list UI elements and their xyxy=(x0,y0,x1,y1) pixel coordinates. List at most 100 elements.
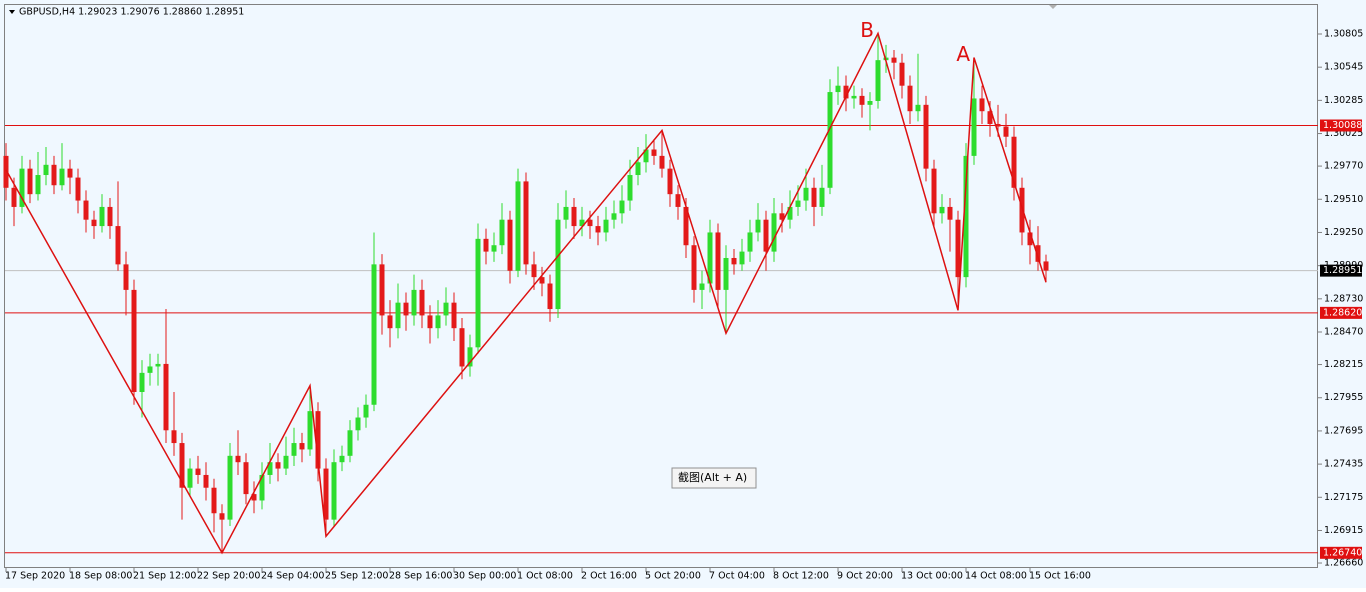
y-tick-label: 1.28470 xyxy=(1324,327,1363,338)
candle-body xyxy=(715,232,721,290)
candle-body xyxy=(803,187,809,201)
candle-body xyxy=(299,443,305,450)
candle-body xyxy=(691,245,697,290)
candle-body xyxy=(723,257,729,290)
candle-body xyxy=(203,474,209,488)
candle-body xyxy=(955,219,961,278)
x-tick-label: 1 Oct 08:00 xyxy=(517,571,573,582)
candle-body xyxy=(707,232,713,284)
candle-body xyxy=(683,206,689,246)
candle-body xyxy=(1003,126,1009,137)
current-price-label: 1.28951 xyxy=(1323,265,1362,276)
candle-body xyxy=(115,226,121,265)
candle-body xyxy=(523,181,529,265)
candle-body xyxy=(963,155,969,278)
candle-body xyxy=(195,468,201,475)
candle-body xyxy=(107,206,113,227)
level-label-box xyxy=(1320,306,1362,319)
candle-body xyxy=(243,462,249,495)
candle-body xyxy=(1027,232,1033,246)
candle-body xyxy=(995,123,1001,127)
candle-body xyxy=(651,149,657,156)
candle-body xyxy=(475,238,481,348)
y-tick-label: 1.29250 xyxy=(1324,227,1363,238)
candle-body xyxy=(227,455,233,520)
candle-body xyxy=(539,277,545,284)
candle-body xyxy=(555,219,561,310)
candle-body xyxy=(75,177,81,201)
candle-body xyxy=(923,104,929,169)
candle-body xyxy=(179,443,185,488)
current-price-box xyxy=(1320,264,1362,277)
candle-body xyxy=(355,417,361,431)
candle-body xyxy=(187,468,193,488)
candle-body xyxy=(547,283,553,310)
candle-body xyxy=(611,213,617,220)
candle-body xyxy=(587,219,593,227)
candle-body xyxy=(939,206,945,214)
x-tick-label: 7 Oct 04:00 xyxy=(709,571,765,582)
y-tick-label: 1.26915 xyxy=(1324,525,1363,536)
candle-body xyxy=(275,462,281,469)
candle-body xyxy=(43,164,49,176)
candle-body xyxy=(467,347,473,367)
y-tick-label: 1.27175 xyxy=(1324,492,1363,503)
candle-body xyxy=(619,200,625,214)
x-tick-label: 15 Oct 16:00 xyxy=(1029,571,1091,582)
candle-body xyxy=(811,187,817,207)
candle-body xyxy=(123,264,129,290)
y-tick-label: 1.27695 xyxy=(1324,425,1363,436)
candle-body xyxy=(731,257,737,265)
candle-body xyxy=(267,462,273,475)
candle-body xyxy=(499,219,505,246)
x-tick-label: 30 Sep 00:00 xyxy=(453,571,516,582)
candle-body xyxy=(739,251,745,265)
candle-body xyxy=(59,168,65,186)
menu-arrow[interactable] xyxy=(9,10,15,14)
y-tick-label: 1.30285 xyxy=(1324,95,1363,106)
candle-body xyxy=(291,443,297,456)
plot-border xyxy=(4,4,1318,568)
x-tick-label: 14 Oct 08:00 xyxy=(965,571,1027,582)
candle-body xyxy=(163,363,169,431)
candle-body xyxy=(283,455,289,469)
candle-body xyxy=(675,194,681,207)
y-tick-label: 1.30805 xyxy=(1324,28,1363,39)
candle-body xyxy=(155,363,161,367)
wave-label: A xyxy=(956,42,970,66)
candle-body xyxy=(875,60,881,101)
candle-body xyxy=(387,315,393,329)
x-tick-label: 8 Oct 12:00 xyxy=(773,571,829,582)
candle-body xyxy=(851,95,857,99)
candle-body xyxy=(315,411,321,469)
candle-body xyxy=(51,164,57,186)
tooltip-box xyxy=(671,467,757,489)
candle-body xyxy=(171,430,177,444)
candle-body xyxy=(379,264,385,316)
candle-body xyxy=(219,513,225,520)
candle-body xyxy=(835,85,841,93)
candle-body xyxy=(987,111,993,124)
candle-body xyxy=(323,468,329,520)
candle-body xyxy=(979,98,985,112)
x-tick-label: 25 Sep 12:00 xyxy=(325,571,388,582)
candle-body xyxy=(99,206,105,227)
candle-body xyxy=(411,289,417,316)
candle-body xyxy=(371,264,377,405)
candle-body xyxy=(931,168,937,214)
level-label: 1.28620 xyxy=(1323,307,1362,318)
level-label-box xyxy=(1320,119,1362,132)
candle-body xyxy=(395,302,401,329)
x-tick-label: 24 Sep 04:00 xyxy=(261,571,324,582)
candle-body xyxy=(795,200,801,207)
candle-body xyxy=(627,175,633,201)
candle-body xyxy=(971,98,977,156)
candle-body xyxy=(443,302,449,316)
candle-body xyxy=(859,95,865,105)
candle-body xyxy=(1011,136,1017,188)
x-tick-label: 17 Sep 2020 xyxy=(5,571,65,582)
x-tick-label: 18 Sep 08:00 xyxy=(69,571,132,582)
candle-body xyxy=(435,315,441,329)
tooltip-text: 截图(Alt + A) xyxy=(678,470,747,484)
